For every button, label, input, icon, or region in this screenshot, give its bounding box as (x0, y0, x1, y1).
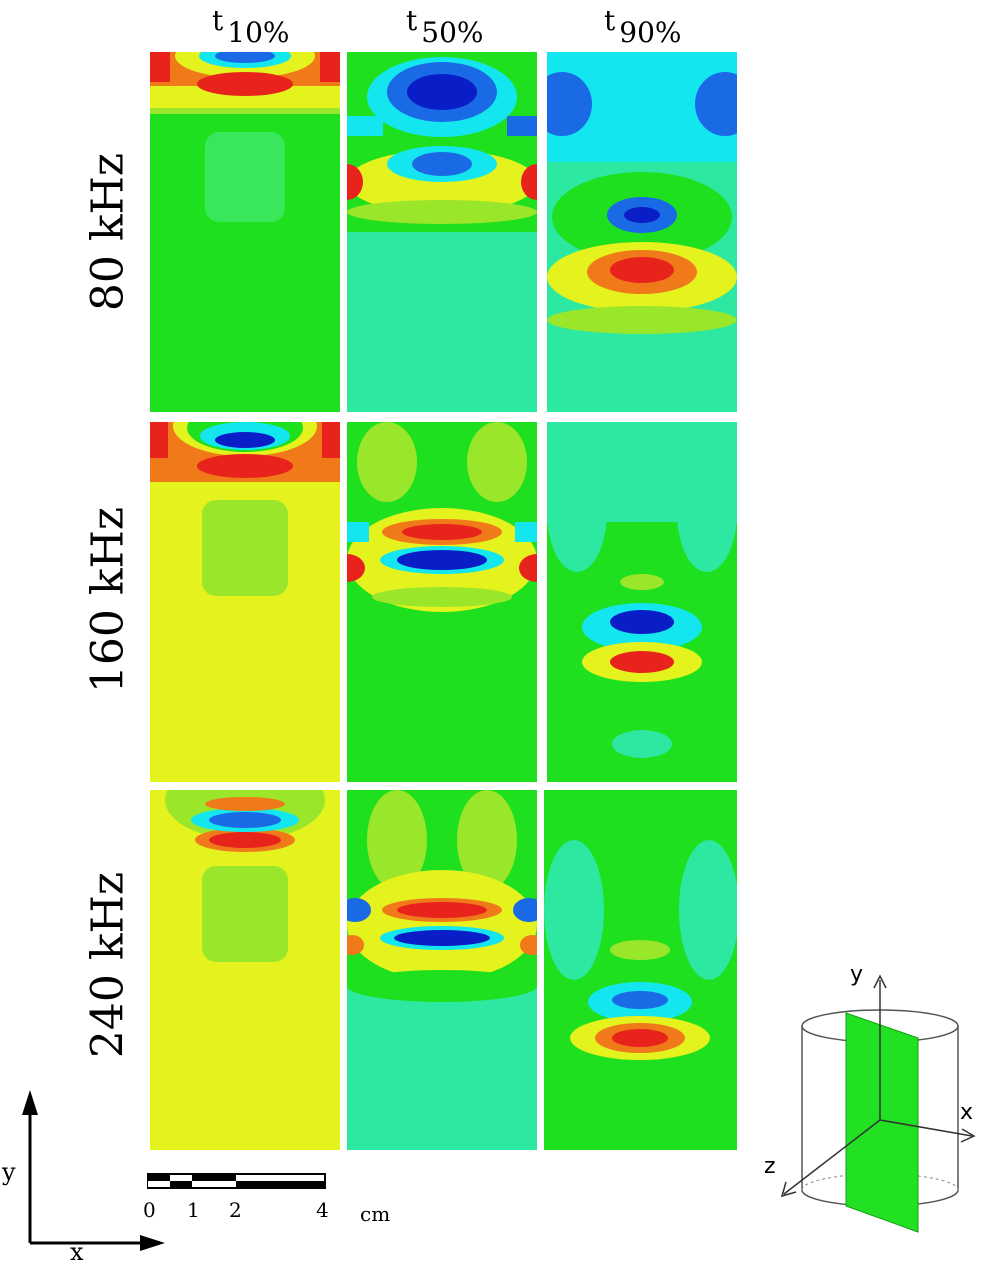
column-title-pct: 10% (227, 16, 290, 49)
row-label-160khz: 160 kHz (82, 506, 134, 694)
scale-tick-1: 1 (187, 1198, 200, 1222)
field-panel-240khz-t10 (150, 790, 340, 1150)
column-title-pct: 90% (619, 16, 682, 49)
field-panel-240khz-t90 (544, 790, 737, 1150)
scale-tick-0: 0 (143, 1198, 156, 1222)
field-panel-80khz-t10 (150, 52, 340, 412)
axis-label-x: x (70, 1238, 84, 1266)
row-label-240khz: 240 kHz (82, 871, 134, 1059)
column-title-t: t (212, 4, 224, 37)
field-panel-80khz-t50 (347, 52, 537, 412)
column-title-t: t (406, 4, 418, 37)
column-title-t10: t 10% (212, 4, 290, 49)
field-panel-160khz-t50 (347, 422, 537, 782)
column-title-t50: t 50% (406, 4, 484, 49)
axis-label-y: y (2, 1158, 16, 1186)
scale-tick-4: 4 (316, 1198, 329, 1222)
column-title-t: t (604, 4, 616, 37)
axes-2d-icon (22, 1090, 165, 1251)
row-label-80khz: 80 kHz (82, 152, 134, 312)
column-title-pct: 50% (421, 16, 484, 49)
cylinder-slice-icon (780, 974, 976, 1233)
axis3d-label-x: x (960, 1100, 974, 1125)
axis3d-label-z: z (764, 1154, 776, 1179)
field-panel-160khz-t10 (150, 422, 340, 782)
axis3d-label-y: y (850, 962, 864, 987)
field-panel-160khz-t90 (547, 422, 737, 782)
scale-unit: cm (360, 1202, 391, 1226)
scale-bar (147, 1173, 326, 1189)
scale-tick-2: 2 (229, 1198, 242, 1222)
column-title-t90: t 90% (604, 4, 682, 49)
field-panel-240khz-t50 (347, 790, 537, 1150)
field-panel-80khz-t90 (547, 52, 737, 412)
